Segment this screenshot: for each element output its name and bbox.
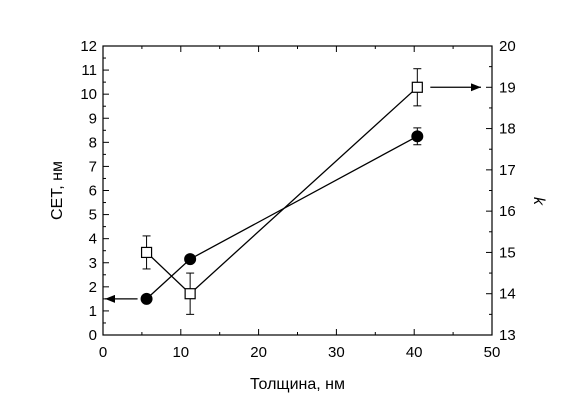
y-left-tick-label: 6 — [89, 183, 97, 200]
y-left-tick-label: 1 — [89, 303, 97, 320]
y-right-tick-label: 14 — [499, 286, 516, 303]
data-point-square — [140, 246, 153, 259]
x-axis-title: Толщина, нм — [250, 376, 345, 393]
ticks: 0 10 20 30 40 5001234567891011121314151617181… — [80, 38, 515, 361]
data-point-circle — [184, 253, 197, 266]
series-layer — [140, 68, 424, 315]
y-left-tick-label: 5 — [89, 207, 97, 224]
y-left-tick-label: 7 — [89, 158, 97, 175]
y-left-tick-label: 8 — [89, 134, 97, 151]
y-right-tick-label: 18 — [499, 121, 516, 138]
annotations-layer — [105, 83, 481, 303]
y-right-tick-label: 16 — [499, 203, 516, 220]
y-right-axis-title: k — [530, 197, 547, 206]
y-left-axis-title: CET, нм — [49, 161, 66, 220]
y-left-tick-label: 10 — [80, 86, 97, 103]
y-right-tick-label: 17 — [499, 162, 516, 179]
y-right-tick-label: 20 — [499, 38, 516, 55]
plot-frame — [102, 45, 493, 336]
y-left-tick-label: 11 — [81, 62, 97, 79]
y-right-tick-label: 15 — [499, 244, 516, 261]
y-right-tick-label: 13 — [499, 327, 516, 344]
data-point-square — [184, 288, 196, 300]
x-tick-label: 30 — [328, 344, 345, 361]
x-tick-label: 0 — [99, 344, 107, 361]
y-left-tick-label: 0 — [89, 327, 97, 344]
y-left-tick-label: 4 — [89, 231, 97, 248]
y-left-tick-label: 12 — [80, 38, 97, 55]
data-point-square — [411, 81, 423, 93]
x-tick-label: 20 — [250, 344, 267, 361]
data-point-circle — [411, 130, 424, 143]
data-point-circle — [140, 292, 153, 305]
y-left-tick-label: 2 — [89, 279, 97, 296]
series-line — [146, 135, 418, 300]
y-left-tick-label: 9 — [89, 110, 97, 127]
x-tick-label: 40 — [406, 344, 423, 361]
y-right-tick-label: 19 — [499, 79, 516, 96]
y-left-tick-label: 3 — [89, 255, 97, 272]
x-tick-label: 10 — [172, 344, 189, 361]
x-tick-label: 50 — [484, 344, 501, 361]
